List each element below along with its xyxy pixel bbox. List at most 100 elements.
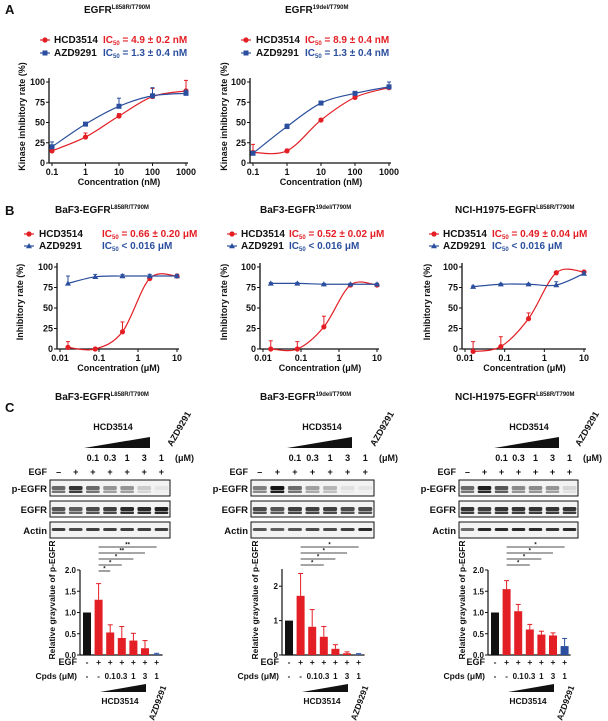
ic-subscript: 50 (315, 54, 322, 60)
y-tick-label: 1.5 (473, 587, 485, 596)
egf-sign: - (86, 657, 89, 667)
concentration-label: 1 (159, 453, 164, 463)
egf-sign: + (108, 657, 113, 667)
protein-band (340, 507, 355, 511)
bar (502, 589, 511, 655)
bar (117, 638, 126, 655)
bar (343, 653, 351, 655)
concentration-label: 3 (345, 453, 350, 463)
data-point (250, 150, 256, 156)
protein-band (323, 490, 338, 493)
egf-sign: + (345, 657, 350, 667)
legend-series-name: HCD3514 (39, 229, 83, 240)
egf-sign: + (499, 467, 504, 477)
cpds-value: 0.1 (307, 672, 319, 681)
protein-band (477, 528, 492, 531)
ic-value: = 0.52 ± 0.02 μM (306, 229, 385, 240)
protein-band (323, 486, 338, 490)
protein-band (528, 507, 543, 511)
protein-band (305, 507, 320, 511)
protein-band (137, 486, 152, 490)
x-axis-label: Concentration (nM) (280, 177, 363, 187)
protein-band (103, 490, 117, 493)
legend-series-name: AZD9291 (443, 241, 486, 252)
blot-row-label: EGFR (222, 505, 249, 516)
protein-band (68, 507, 83, 511)
legend-ic50: IC50 < 0.016 μM (492, 241, 562, 253)
egf-label: EGF (58, 657, 77, 667)
protein-band (103, 528, 117, 531)
protein-band (358, 528, 373, 531)
egf-sign: + (527, 657, 532, 667)
data-point (42, 37, 48, 43)
protein-band (252, 507, 267, 511)
panel-label-b: B (5, 203, 14, 218)
western-blot: BaF3-EGFR19del/T790M HCD3514 AZD9291 0.1 0.3… (213, 392, 398, 539)
legend-ic50: IC50 = 1.3 ± 0.4 nM (103, 48, 187, 60)
data-point (119, 329, 126, 335)
bar (129, 640, 138, 655)
bar (514, 611, 523, 655)
cpds-value: 0.1 (105, 672, 117, 681)
data-point (183, 90, 189, 96)
x-tick-label: 10 (316, 167, 326, 177)
egf-sign: + (310, 467, 315, 477)
legend-ic50: IC50 = 0.52 ± 0.02 μM (289, 229, 384, 241)
cpds-label: Cpds (μM) (237, 671, 279, 681)
title-superscript: L858R/T790M (111, 205, 149, 211)
y-tick-label: 100 (241, 262, 256, 272)
data-point (318, 100, 324, 106)
western-blot: NCI-H1975-EGFRL858R/T790M HCD3514 AZD9291 0… (421, 392, 602, 539)
legend-item: AZD9291 IC50 < 0.016 μM (24, 241, 172, 253)
legend-item: AZD9291 IC50 = 1.3 ± 0.4 nM (241, 48, 389, 60)
ic-label: IC (492, 229, 502, 240)
treatment-label: AZD9291 (348, 684, 370, 721)
ic-value: = 0.66 ± 0.20 μM (119, 229, 198, 240)
legend-series-name: AZD9291 (256, 48, 299, 59)
data-point (92, 273, 99, 280)
egf-sign: + (327, 467, 332, 477)
bar (94, 599, 103, 655)
ic-subscript: 50 (112, 247, 119, 253)
cpds-value: 3 (551, 672, 556, 681)
x-tick-label: 0.1 (247, 167, 260, 177)
protein-band (287, 507, 302, 511)
data-point (386, 84, 392, 90)
protein-band (340, 486, 355, 490)
protein-band (120, 511, 134, 514)
data-point (347, 281, 354, 287)
cpds-value: - (299, 672, 302, 681)
protein-band (460, 511, 475, 514)
significance-marker: * (328, 543, 331, 549)
egf-sign: + (73, 467, 78, 477)
protein-band (562, 528, 577, 531)
treatment-label: AZD9291 (554, 684, 576, 721)
ic-value: = 0.49 ± 0.04 μM (509, 229, 588, 240)
treatment-label: HCD3514 (509, 696, 547, 706)
protein-band (358, 511, 373, 514)
bar (537, 634, 546, 655)
protein-band (270, 490, 285, 493)
y-tick-label: 50 (236, 118, 246, 128)
treatment-label: HCD3514 (303, 696, 341, 706)
cpds-value: 1 (131, 672, 136, 681)
y-tick-label: 1 (274, 617, 279, 626)
protein-band (494, 486, 509, 490)
dose-response-chart: BaF3-EGFRL858R/T790M 0 25 50 75 100 0.01 0.1 1 10… (15, 205, 197, 373)
egf-sign: – (56, 467, 61, 477)
protein-band (154, 511, 169, 514)
x-tick-label: 1 (336, 353, 341, 363)
legend-item: HCD3514 IC50 = 8.9 ± 0.4 nM (241, 35, 389, 47)
protein-band (545, 486, 560, 490)
egf-sign: + (562, 657, 567, 667)
title-main: NCI-H1975-EGFR (455, 392, 537, 403)
y-tick-label: 0 (241, 158, 246, 168)
protein-band (252, 511, 267, 514)
protein-band (51, 490, 66, 493)
egf-sign: + (550, 467, 555, 477)
significance-marker: * (317, 555, 320, 561)
data-point (26, 231, 32, 237)
data-point (116, 103, 122, 109)
egf-sign: + (107, 467, 112, 477)
title-main: BaF3-EGFR (55, 205, 111, 216)
